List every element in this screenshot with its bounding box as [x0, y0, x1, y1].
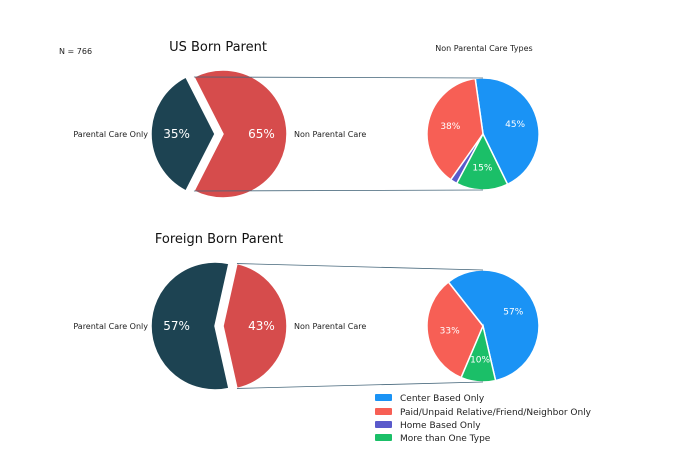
breakdown-percent-multiple: 10%: [470, 355, 490, 365]
us-born-parental-label: Parental Care Only: [73, 130, 148, 139]
non-parental-care-slice: [222, 262, 288, 390]
legend-label-relative: Paid/Unpaid Relative/Friend/Neighbor Onl…: [400, 408, 592, 418]
parental-care-slice: [150, 75, 216, 193]
breakdown-percent-center: 57%: [503, 307, 523, 317]
legend-swatch-multiple: [375, 434, 392, 441]
parental-care-slice: [150, 261, 230, 391]
breakdown-percent-relative: 38%: [440, 122, 460, 132]
parental-care-percent: 35%: [163, 127, 190, 141]
foreign-born-breakdown-pie: 57% 33% 10%: [426, 269, 540, 383]
us-born-breakdown-pie: 45% 38% 15%: [426, 77, 540, 191]
legend-swatch-home: [375, 421, 392, 428]
connector-line-top: [236, 263, 484, 271]
connector-line-bottom: [236, 381, 484, 389]
legend: Center Based Only Paid/Unpaid Relative/F…: [375, 394, 592, 444]
legend-label-center: Center Based Only: [400, 394, 485, 404]
legend-swatch-center: [375, 394, 392, 401]
breakdown-slice-relative: [426, 77, 484, 181]
legend-item-relative: Paid/Unpaid Relative/Friend/Neighbor Onl…: [375, 408, 592, 418]
breakdown-title: Non Parental Care Types: [435, 44, 532, 53]
foreign-born-main-pie: 57% 43%: [150, 261, 288, 391]
foreign-born-title: Foreign Born Parent: [155, 232, 283, 247]
connector-line-bottom: [193, 189, 484, 192]
us-born-nonparental-label: Non Parental Care: [294, 130, 366, 139]
breakdown-slice-center: [447, 269, 540, 382]
breakdown-slice-relative: [426, 280, 484, 379]
breakdown-percent-center: 45%: [505, 120, 525, 130]
legend-label-home: Home Based Only: [400, 421, 481, 431]
us-born-main-pie: 35% 65%: [150, 69, 288, 199]
non-parental-care-slice: [192, 69, 288, 199]
sample-size-note: N = 766: [59, 47, 92, 56]
foreign-born-panel: Foreign Born Parent Parental Care Only N…: [73, 232, 540, 391]
legend-swatch-relative: [375, 408, 392, 415]
non-parental-care-percent: 65%: [248, 127, 275, 141]
parental-care-percent: 57%: [163, 319, 190, 333]
legend-item-multiple: More than One Type: [375, 434, 491, 444]
foreign-born-parental-label: Parental Care Only: [73, 322, 148, 331]
breakdown-percent-relative: 33%: [440, 326, 460, 336]
non-parental-care-percent: 43%: [248, 319, 275, 333]
legend-item-center: Center Based Only: [375, 394, 485, 404]
legend-item-home: Home Based Only: [375, 421, 481, 431]
legend-label-multiple: More than One Type: [400, 434, 491, 444]
foreign-born-connectors: [236, 263, 484, 389]
us-born-connectors: [193, 76, 484, 192]
connector-line-top: [193, 76, 484, 79]
foreign-born-nonparental-label: Non Parental Care: [294, 322, 366, 331]
us-born-title: US Born Parent: [169, 40, 267, 55]
breakdown-percent-multiple: 15%: [472, 164, 492, 174]
breakdown-slice-center: [474, 77, 540, 186]
us-born-panel: US Born Parent Non Parental Care Types P…: [73, 40, 540, 199]
